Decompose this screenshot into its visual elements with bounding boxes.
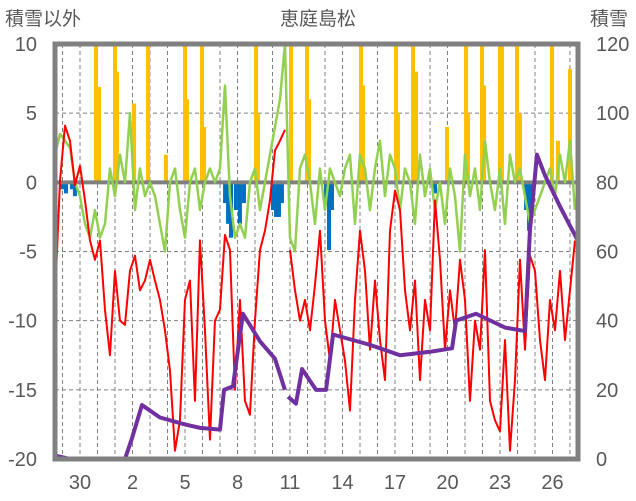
left-tick-label: 10 xyxy=(15,34,37,56)
blue-bar xyxy=(279,182,284,204)
right-tick-label: 100 xyxy=(596,103,629,125)
plot-border xyxy=(52,41,581,462)
orange-bar xyxy=(517,113,522,183)
lines xyxy=(53,42,580,461)
snow-depth-line-segment xyxy=(54,311,287,461)
orange-bar xyxy=(568,68,572,183)
blue-bar xyxy=(330,182,334,210)
blue-bar xyxy=(274,182,278,217)
orange-bar xyxy=(482,85,487,183)
orange-bar xyxy=(411,44,416,183)
blue-bar xyxy=(276,182,281,217)
right-tick-label: 40 xyxy=(596,311,618,333)
x-tick-label: 14 xyxy=(331,472,353,494)
x-tick-label: 20 xyxy=(436,472,458,494)
blue-bar xyxy=(271,182,276,210)
x-tick-label: 5 xyxy=(179,472,190,494)
blue-bar xyxy=(223,182,228,204)
orange-bar xyxy=(289,44,294,183)
blue-bar xyxy=(64,182,68,194)
left-tick-label: -20 xyxy=(8,449,37,471)
orange-bar xyxy=(479,44,484,183)
plot-frame xyxy=(52,41,581,462)
x-tick-label: 26 xyxy=(541,472,563,494)
orange-bar xyxy=(304,44,309,183)
blue-bar xyxy=(69,182,74,190)
orange-bar xyxy=(93,44,98,183)
bars xyxy=(55,44,578,251)
left-axis-title: 積雪以外 xyxy=(5,8,81,30)
red-line-segment xyxy=(53,124,286,452)
x-tick-label: 8 xyxy=(232,472,243,494)
orange-bar xyxy=(360,85,365,183)
blue-bar xyxy=(59,182,64,190)
left-tick-label: -5 xyxy=(19,242,37,264)
blue-bar xyxy=(527,182,532,231)
chart-title: 恵庭島松 xyxy=(280,8,356,30)
x-tick-label: 23 xyxy=(489,472,511,494)
orange-bar xyxy=(414,71,418,183)
orange-bar xyxy=(163,154,168,183)
orange-bar xyxy=(444,127,449,183)
left-tick-label: 0 xyxy=(26,172,37,194)
tick-labels: 10 5 0 -5 -10 -15 -20 120 100 80 60 40 20 0 30 2 5 8 11 14 1… xyxy=(8,34,629,494)
orange-bar xyxy=(146,44,151,183)
orange-bar xyxy=(514,44,519,183)
blue-bar xyxy=(241,182,246,204)
right-tick-label: 0 xyxy=(596,449,607,471)
orange-bar xyxy=(132,103,137,183)
orange-bar xyxy=(114,71,119,183)
left-tick-label: -15 xyxy=(8,380,37,402)
blue-bar xyxy=(233,182,238,210)
snow-depth-line-segment xyxy=(286,152,580,406)
x-tick-label: 2 xyxy=(127,472,138,494)
right-tick-label: 20 xyxy=(596,380,618,402)
x-tick-label: 17 xyxy=(384,472,406,494)
blue-bar xyxy=(433,182,438,194)
right-axis-title: 積雪 xyxy=(590,8,628,30)
x-tick-label: 30 xyxy=(69,472,91,494)
right-tick-label: 120 xyxy=(596,34,629,56)
left-tick-label: -10 xyxy=(8,311,37,333)
x-tick-label: 11 xyxy=(280,472,301,494)
orange-bar xyxy=(184,99,189,183)
orange-bar xyxy=(465,113,470,183)
orange-bar xyxy=(255,113,260,183)
blue-bar xyxy=(237,182,242,224)
orange-bar xyxy=(307,99,312,183)
blue-bar xyxy=(226,182,231,224)
orange-bar xyxy=(499,44,504,183)
orange-bar xyxy=(97,86,102,183)
blue-bar xyxy=(327,182,332,251)
blue-bar xyxy=(72,182,77,197)
orange-bar xyxy=(199,44,204,183)
left-tick-label: 5 xyxy=(26,103,37,125)
right-tick-label: 80 xyxy=(596,172,618,194)
orange-bar xyxy=(202,127,207,183)
orange-bar xyxy=(395,113,400,183)
green-line xyxy=(53,42,577,253)
orange-bar xyxy=(549,44,554,183)
right-tick-label: 60 xyxy=(596,242,618,264)
